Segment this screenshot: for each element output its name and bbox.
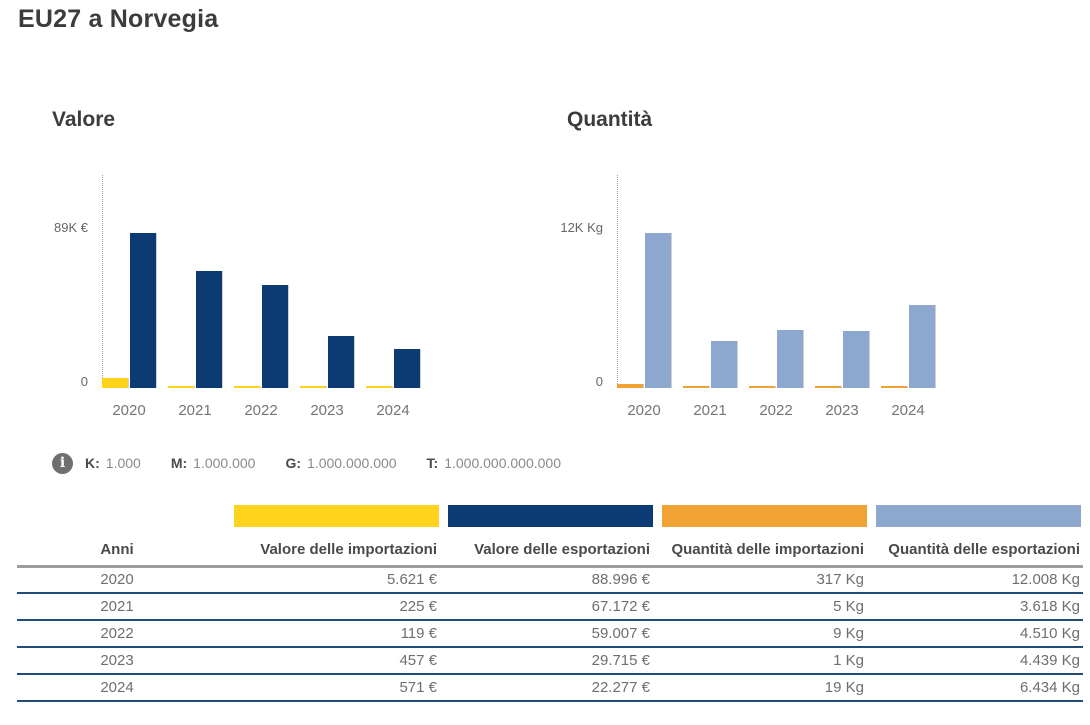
- scale-item-label: M:: [170, 455, 188, 471]
- scale-item-value: 1.000.000.000.000: [444, 455, 561, 471]
- column-header-2: Valore delle esportazioni: [440, 538, 653, 568]
- scale-item-value: 1.000: [105, 455, 141, 471]
- export-bar-2023[interactable]: [328, 336, 354, 388]
- value-cell: 12.008 Kg: [867, 566, 1083, 594]
- year-cell: 2023: [17, 647, 220, 675]
- value-cell: 29.715 €: [440, 647, 653, 675]
- import-bar-2024[interactable]: [366, 386, 392, 388]
- value-cell: 225 €: [220, 593, 440, 621]
- value-cell: 5 Kg: [653, 593, 867, 621]
- export-bar-2022[interactable]: [777, 330, 803, 388]
- export-bar-2020[interactable]: [645, 233, 671, 388]
- x-axis-label-2021: 2021: [693, 402, 727, 419]
- x-axis-label-2020: 2020: [627, 402, 661, 419]
- value-cell: 3.618 Kg: [867, 593, 1083, 621]
- x-axis-label-2022: 2022: [759, 402, 793, 419]
- export-bar-2023[interactable]: [843, 331, 869, 388]
- export-bar-2024[interactable]: [394, 349, 420, 388]
- value-y-axis-max-label: 89K €: [54, 220, 88, 235]
- legend-color-bar-qty-exports: [876, 505, 1081, 527]
- import-bar-2022[interactable]: [234, 386, 260, 388]
- value-cell: 571 €: [220, 674, 440, 702]
- scale-item-value: 1.000.000: [193, 455, 256, 471]
- table-row-2022: 2022 119 €59.007 €9 Kg 4.510 Kg: [17, 620, 1083, 648]
- x-axis-label-2020: 2020: [112, 402, 146, 419]
- value-cell: 22.277 €: [440, 674, 653, 702]
- import-bar-2023[interactable]: [815, 386, 841, 388]
- import-bar-2022[interactable]: [749, 386, 775, 388]
- import-bar-2023[interactable]: [300, 386, 326, 388]
- quantity-bar-chart: 12K Kg 0 2020 2021 2022 2023 2024: [555, 170, 1035, 425]
- value-cell: 1 Kg: [653, 647, 867, 675]
- scale-item-label: K:: [85, 455, 100, 471]
- value-cell: 119 €: [220, 620, 440, 648]
- quantity-y-axis-zero-label: 0: [595, 374, 603, 389]
- table-row-2020: 2020 5.621 €88.996 €317 Kg 12.008 Kg: [17, 566, 1083, 594]
- value-cell: 59.007 €: [440, 620, 653, 648]
- quantity-chart-section: Quantità 12K Kg 0 2020 2021 2022 2023 2024: [555, 108, 1035, 428]
- trade-data-table: Anni Valore delle importazioni Valore dell…: [17, 538, 1083, 702]
- scale-item-label: G:: [285, 455, 302, 471]
- export-bar-2024[interactable]: [909, 305, 935, 388]
- x-axis-label-2022: 2022: [244, 402, 278, 419]
- year-cell: 2020: [17, 566, 220, 594]
- year-cell: 2022: [17, 620, 220, 648]
- export-bar-2020[interactable]: [130, 233, 156, 388]
- x-axis-label-2021: 2021: [178, 402, 212, 419]
- value-cell: 457 €: [220, 647, 440, 675]
- x-axis-label-2024: 2024: [891, 402, 925, 419]
- value-y-axis-line: [102, 175, 103, 388]
- import-bar-2024[interactable]: [881, 386, 907, 388]
- export-bar-2022[interactable]: [262, 285, 288, 388]
- value-chart-section: Valore 89K € 0 2020 2021 2022 2023 2024: [40, 108, 520, 428]
- column-header-4: Quantità delle esportazioni: [867, 538, 1083, 568]
- scale-item-t: T: 1.000.000.000.000: [427, 455, 561, 471]
- x-axis-label-2024: 2024: [376, 402, 410, 419]
- scale-item-g: G: 1.000.000.000: [285, 455, 396, 471]
- table-row-2023: 2023 457 €29.715 €1 Kg 4.439 Kg: [17, 647, 1083, 675]
- value-cell: 19 Kg: [653, 674, 867, 702]
- value-chart-title: Valore: [52, 108, 116, 131]
- quantity-y-axis-max-label: 12K Kg: [560, 220, 603, 235]
- column-header-1: Valore delle importazioni: [220, 538, 440, 568]
- info-icon[interactable]: i: [52, 452, 73, 474]
- table-row-2024: 2024 571 €22.277 €19 Kg 6.434 Kg: [17, 674, 1083, 702]
- import-bar-2021[interactable]: [168, 386, 194, 388]
- year-cell: 2021: [17, 593, 220, 621]
- legend-color-bar-qty-imports: [662, 505, 867, 527]
- table-row-2021: 2021 225 €67.172 €5 Kg 3.618 Kg: [17, 593, 1083, 621]
- value-cell: 9 Kg: [653, 620, 867, 648]
- quantity-chart-title: Quantità: [567, 108, 653, 131]
- scale-item-m: M: 1.000.000: [171, 455, 256, 471]
- value-cell: 88.996 €: [440, 566, 653, 594]
- column-header-0: Anni: [17, 538, 220, 568]
- page-title: EU27 a Norvegia: [18, 5, 219, 33]
- value-cell: 6.434 Kg: [867, 674, 1083, 702]
- scale-item-value: 1.000.000.000: [307, 455, 397, 471]
- export-bar-2021[interactable]: [711, 341, 737, 388]
- value-cell: 5.621 €: [220, 566, 440, 594]
- import-bar-2021[interactable]: [683, 386, 709, 388]
- year-cell: 2024: [17, 674, 220, 702]
- value-cell: 4.510 Kg: [867, 620, 1083, 648]
- import-bar-2020[interactable]: [102, 378, 128, 388]
- export-bar-2021[interactable]: [196, 271, 222, 388]
- table-header-row: Anni Valore delle importazioni Valore dell…: [17, 538, 1083, 568]
- value-y-axis-zero-label: 0: [80, 374, 88, 389]
- value-cell: 317 Kg: [653, 566, 867, 594]
- x-axis-label-2023: 2023: [825, 402, 859, 419]
- value-cell: 4.439 Kg: [867, 647, 1083, 675]
- import-bar-2020[interactable]: [617, 384, 643, 388]
- scale-item-label: T:: [426, 455, 439, 471]
- value-bar-chart: 89K € 0 2020 2021 2022 2023 2024: [40, 170, 520, 425]
- column-header-3: Quantità delle importazioni: [653, 538, 867, 568]
- scale-legend: i K: 1.000 M: 1.000.000 G: 1.000.000.000 T: 1.0…: [52, 452, 591, 474]
- quantity-y-axis-line: [617, 175, 618, 388]
- legend-color-bar-value-exports: [448, 505, 653, 527]
- value-cell: 67.172 €: [440, 593, 653, 621]
- x-axis-label-2023: 2023: [310, 402, 344, 419]
- legend-color-bar-value-imports: [234, 505, 439, 527]
- scale-item-k: K: 1.000: [85, 455, 141, 471]
